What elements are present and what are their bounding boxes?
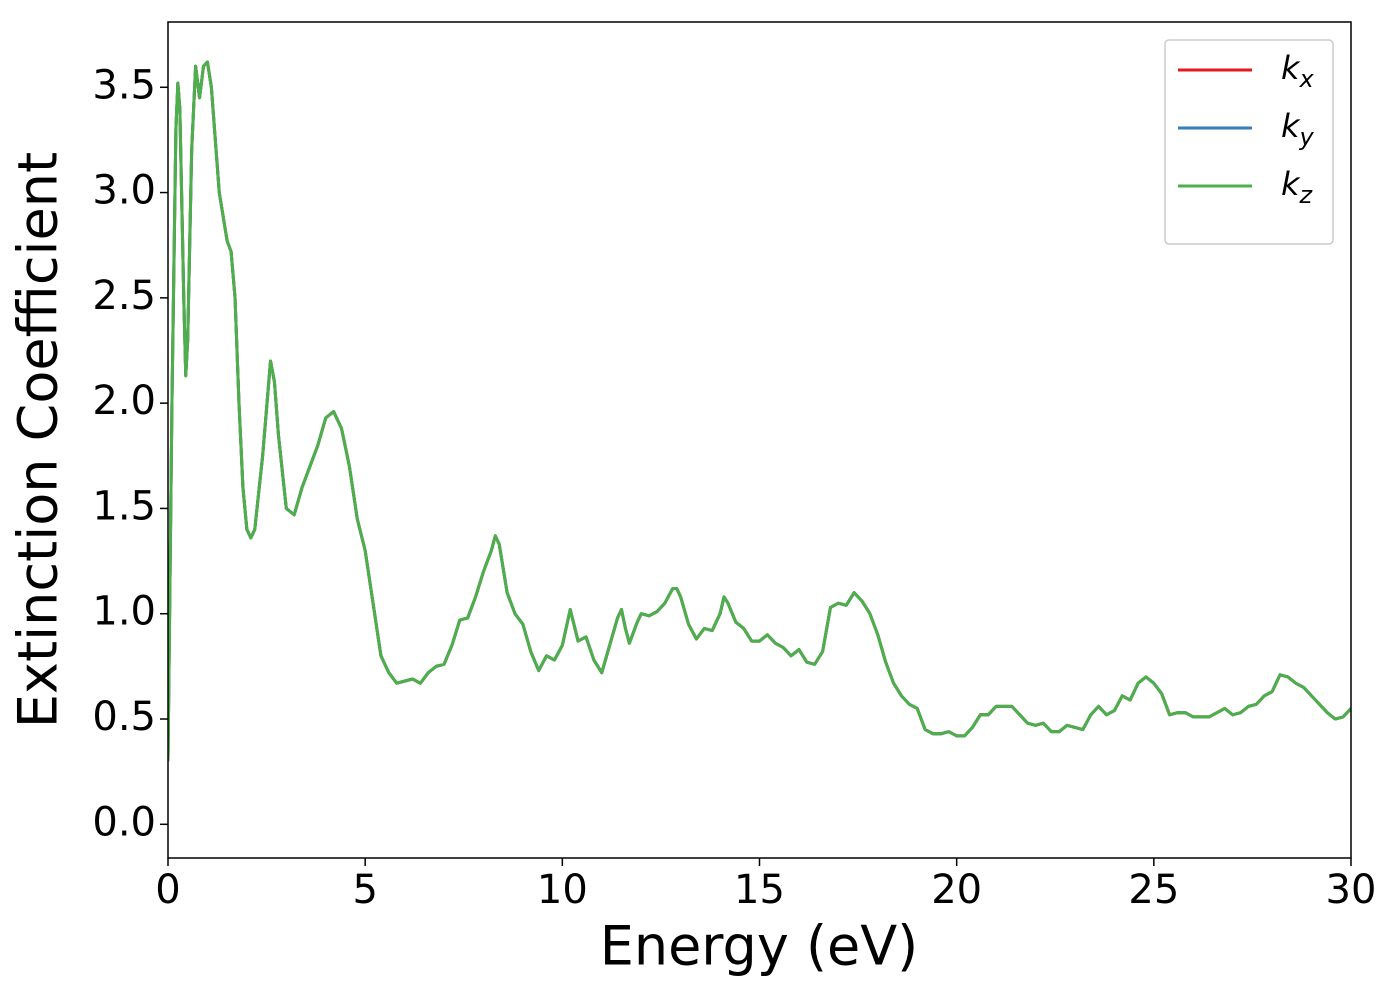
line-series [168, 60, 1351, 762]
legend-label: kx [1281, 49, 1315, 93]
x-axis-label: Energy (eV) [600, 915, 919, 978]
y-tick-label: 3.5 [92, 62, 156, 108]
x-tick-label: 30 [1326, 867, 1377, 913]
x-tick-label: 10 [537, 867, 588, 913]
legend-box [1164, 39, 1334, 245]
y-tick-label: 0.0 [92, 799, 156, 845]
x-tick-label: 0 [155, 867, 180, 913]
y-tick-label: 1.0 [92, 589, 156, 635]
x-tick-label: 20 [931, 867, 982, 913]
x-tick-label: 25 [1128, 867, 1179, 913]
y-axis-label: Extinction Coefficient [7, 152, 70, 728]
plot-frame [167, 21, 1352, 859]
legend-label: ky [1281, 107, 1315, 151]
x-tick-label: 5 [352, 867, 377, 913]
y-tick-label: 2.0 [92, 378, 156, 424]
legend-label: kz [1281, 165, 1314, 209]
y-tick-label: 3.0 [92, 168, 156, 214]
y-tick-label: 0.5 [92, 694, 156, 740]
y-tick-label: 2.5 [92, 273, 156, 319]
y-tick-label: 1.5 [92, 483, 156, 529]
x-tick-label: 15 [734, 867, 785, 913]
